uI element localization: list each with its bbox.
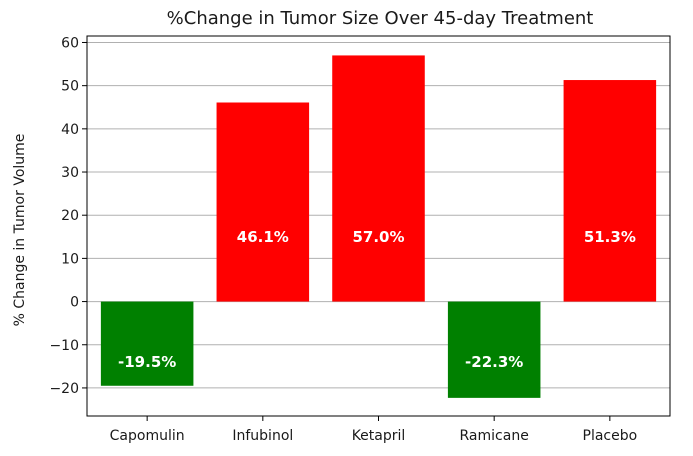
plot-frame — [86, 35, 671, 417]
bar-placebo — [563, 80, 657, 302]
data-label: 51.3% — [584, 228, 636, 246]
bar-infubinol — [216, 102, 310, 302]
x-tick-label: Infubinol — [232, 428, 293, 444]
y-axis-ticks: −20 −10 0 10 20 30 40 50 60 — [49, 35, 87, 397]
bar-ramicane — [447, 301, 541, 398]
bars — [100, 55, 657, 398]
chart-title: %Change in Tumor Size Over 45-day Treatm… — [167, 8, 594, 29]
y-tick-label: 50 — [61, 79, 79, 95]
data-label: 46.1% — [237, 228, 289, 246]
x-tick-label: Capomulin — [110, 428, 185, 444]
x-tick-label: Placebo — [583, 428, 638, 444]
data-labels: -19.5% 46.1% 57.0% -22.3% 51.3% — [118, 228, 636, 371]
y-tick-label: −20 — [49, 381, 79, 397]
x-axis-ticks: Capomulin Infubinol Ketapril Ramicane Placeb… — [110, 416, 638, 444]
y-tick-label: 30 — [61, 165, 79, 181]
x-tick-label: Ketapril — [352, 428, 406, 444]
bar-capomulin — [100, 301, 194, 386]
y-tick-label: 10 — [61, 251, 79, 267]
y-tick-label: 0 — [70, 295, 79, 311]
data-label: 57.0% — [352, 228, 404, 246]
data-label: -22.3% — [465, 353, 523, 371]
y-tick-label: −10 — [49, 338, 79, 354]
y-tick-label: 40 — [61, 122, 79, 138]
bar-ketapril — [332, 55, 425, 302]
y-axis-label: % Change in Tumor Volume — [12, 134, 28, 327]
y-tick-label: 20 — [61, 208, 79, 224]
y-tick-label: 60 — [61, 35, 79, 51]
data-label: -19.5% — [118, 353, 176, 371]
x-tick-label: Ramicane — [460, 428, 529, 444]
